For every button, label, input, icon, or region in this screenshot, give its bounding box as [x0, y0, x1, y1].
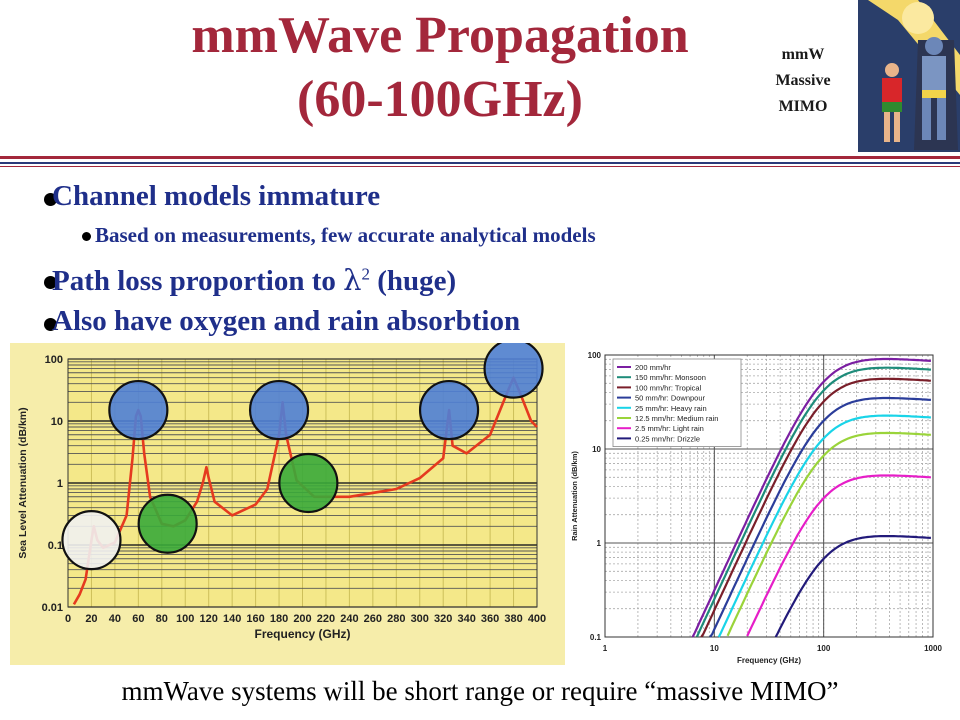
legend-label: 200 mm/hr — [635, 363, 671, 372]
y-axis-title: Sea Level Attenuation (dB/km) — [17, 407, 29, 558]
slide-title-line1: mmWave Propagation — [191, 7, 689, 64]
y-axis-title: Rain Attenuation (dB/km) — [570, 451, 579, 541]
x-tick-label: 100 — [176, 613, 194, 625]
slide-title: mmWave Propagation (60-100GHz) — [60, 4, 820, 132]
bullet-channel-models: Channel models immature — [52, 180, 381, 212]
legend-label: 12.5 mm/hr: Medium rain — [635, 414, 718, 423]
x-tick-label: 10 — [710, 644, 719, 653]
x-tick-label: 280 — [387, 613, 405, 625]
plot-frame — [67, 358, 538, 608]
legend-label: 100 mm/hr: Tropical — [635, 383, 702, 392]
y-tick-label: 100 — [588, 351, 602, 360]
x-tick-label: 240 — [340, 613, 358, 625]
x-tick-label: 120 — [200, 613, 218, 625]
rain-series-line — [709, 396, 931, 638]
absorption-peak-marker — [248, 379, 310, 441]
superhero-illustration — [858, 0, 960, 152]
badge-line3: MIMO — [778, 98, 828, 115]
plot-frame — [604, 354, 934, 638]
slide-title-line2: (60-100GHz) — [297, 71, 583, 128]
y-tick-label: 0.1 — [590, 633, 602, 642]
absorption-peak-marker — [483, 343, 544, 399]
sub-bullet-dot — [82, 232, 91, 241]
legend-box — [612, 358, 742, 447]
legend-label: 2.5 mm/hr: Light rain — [635, 424, 704, 433]
path-loss-suffix: (huge) — [370, 265, 457, 297]
bullet-absorption: Also have oxygen and rain absorbtion — [52, 305, 521, 337]
path-loss-text: Path loss proportion to — [52, 265, 344, 297]
lambda-exponent: 2 — [361, 264, 371, 284]
y-tick-label: 1 — [57, 478, 63, 490]
x-axis-title: Frequency (GHz) — [254, 627, 350, 641]
x-tick-label: 340 — [457, 613, 475, 625]
x-tick-label: 20 — [85, 613, 97, 625]
sub-bullet-measurements: Based on measurements, few accurate anal… — [95, 223, 596, 247]
y-tick-label: 1 — [597, 539, 602, 548]
x-axis-title: Frequency (GHz) — [737, 656, 801, 665]
header-rule-top — [0, 156, 960, 159]
y-tick-label: 10 — [51, 416, 63, 428]
x-tick-label: 140 — [223, 613, 241, 625]
bullet-path-loss: Path loss proportion to λ2 (huge) — [52, 263, 456, 298]
rain-series-line — [746, 474, 931, 637]
legend-label: 0.25 mm/hr: Drizzle — [635, 434, 700, 443]
x-tick-label: 220 — [317, 613, 335, 625]
header-rule-bottom — [0, 166, 960, 167]
x-tick-label: 260 — [364, 613, 382, 625]
x-tick-label: 100 — [817, 644, 831, 653]
y-tick-label: 0.1 — [48, 540, 63, 552]
x-tick-label: 360 — [481, 613, 499, 625]
bullet-dot — [44, 276, 57, 289]
badge-line2: Massive — [775, 72, 831, 89]
x-tick-label: 380 — [504, 613, 522, 625]
x-tick-label: 80 — [156, 613, 168, 625]
footer-caption: mmWave systems will be short range or re… — [121, 676, 839, 706]
legend-label: 150 mm/hr: Monsoon — [635, 373, 706, 382]
rain-series-line — [717, 414, 931, 638]
bullet-dot — [44, 318, 57, 331]
absorption-peak-marker — [418, 379, 480, 441]
x-tick-label: 400 — [528, 613, 546, 625]
rain-series-line — [700, 377, 931, 638]
y-tick-label: 10 — [592, 445, 601, 454]
x-tick-label: 300 — [411, 613, 429, 625]
x-tick-label: 160 — [246, 613, 264, 625]
legend-label: 25 mm/hr: Heavy rain — [635, 404, 707, 413]
x-tick-label: 60 — [132, 613, 144, 625]
rain-series-line — [774, 535, 931, 638]
x-tick-label: 200 — [293, 613, 311, 625]
rain-series-line — [726, 431, 931, 637]
x-tick-label: 180 — [270, 613, 288, 625]
absorption-peak-marker — [137, 493, 198, 554]
absorption-peak-marker — [108, 379, 169, 441]
rain-series-line — [691, 357, 931, 638]
header-rule-middle — [0, 162, 960, 164]
x-tick-label: 1000 — [924, 644, 942, 653]
absorption-peak-marker — [61, 509, 122, 571]
bullet-dot — [44, 193, 57, 206]
badge-line1: mmW — [781, 46, 825, 63]
x-tick-label: 0 — [65, 613, 71, 625]
rain-series-line — [695, 366, 931, 638]
x-tick-label: 40 — [109, 613, 121, 625]
lambda-symbol: λ — [343, 263, 362, 297]
absorption-peak-marker — [278, 452, 339, 514]
x-tick-label: 320 — [434, 613, 452, 625]
legend-label: 50 mm/hr: Downpour — [635, 394, 706, 403]
x-tick-label: 1 — [603, 644, 608, 653]
attenuation-chart: 0 20 40 60 80 100 120 140 160 180 200 220 240 260 280 3… — [10, 343, 565, 665]
y-tick-label: 100 — [45, 354, 63, 366]
topic-badge: mmW Massive MIMO — [755, 42, 851, 120]
y-tick-label: 0.01 — [42, 602, 63, 614]
